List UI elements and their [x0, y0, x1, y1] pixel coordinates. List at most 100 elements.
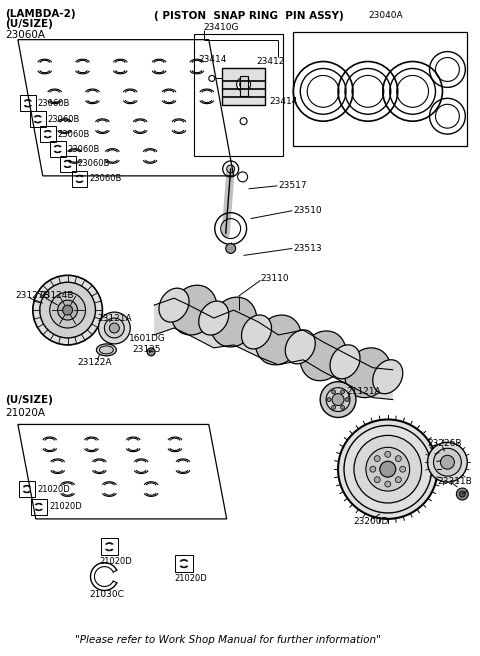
Circle shape — [50, 292, 85, 328]
Ellipse shape — [96, 344, 116, 356]
Text: 23060B: 23060B — [58, 130, 90, 138]
Bar — [50, 141, 66, 157]
Text: (U/SIZE): (U/SIZE) — [5, 395, 53, 405]
Ellipse shape — [285, 330, 315, 364]
Text: 21121A: 21121A — [346, 387, 381, 396]
Text: 23414: 23414 — [269, 97, 298, 106]
Circle shape — [33, 276, 102, 345]
Circle shape — [338, 419, 437, 519]
Text: (U/SIZE): (U/SIZE) — [5, 19, 53, 29]
Circle shape — [109, 323, 120, 333]
Text: 23060B: 23060B — [68, 144, 100, 154]
Bar — [30, 112, 46, 127]
Text: 23060B: 23060B — [78, 159, 110, 169]
Text: 23040A: 23040A — [368, 11, 403, 20]
Circle shape — [374, 456, 380, 462]
Text: 23110: 23110 — [261, 274, 289, 283]
Text: 21020D: 21020D — [38, 485, 71, 493]
Circle shape — [366, 447, 409, 491]
Text: 23124B: 23124B — [40, 291, 74, 300]
Text: 23122A: 23122A — [78, 358, 112, 367]
Text: 23311B: 23311B — [437, 477, 472, 485]
Circle shape — [428, 442, 468, 482]
Text: 23125: 23125 — [132, 345, 161, 354]
Circle shape — [240, 81, 248, 89]
Circle shape — [62, 305, 72, 315]
Circle shape — [58, 300, 78, 320]
Ellipse shape — [300, 331, 346, 380]
Text: 23200D: 23200D — [353, 518, 388, 526]
Circle shape — [345, 398, 349, 401]
Text: 23060B: 23060B — [38, 99, 70, 108]
Circle shape — [385, 481, 391, 487]
Circle shape — [332, 405, 336, 409]
Circle shape — [237, 77, 251, 91]
Ellipse shape — [241, 315, 272, 349]
Bar — [101, 538, 118, 556]
Ellipse shape — [345, 348, 391, 398]
Circle shape — [209, 75, 215, 81]
Bar — [60, 156, 75, 172]
Circle shape — [320, 382, 356, 417]
Text: 23127B: 23127B — [15, 291, 49, 300]
Polygon shape — [154, 298, 393, 400]
Circle shape — [326, 388, 350, 411]
Text: 21020A: 21020A — [5, 407, 45, 417]
Circle shape — [332, 394, 344, 405]
Text: 23121A: 23121A — [97, 314, 132, 323]
Circle shape — [456, 488, 468, 500]
Circle shape — [40, 282, 96, 338]
Circle shape — [340, 405, 345, 409]
Text: 21030C: 21030C — [89, 590, 124, 599]
Text: 21020D: 21020D — [50, 502, 83, 512]
Bar — [72, 171, 87, 187]
Ellipse shape — [99, 346, 113, 354]
Circle shape — [396, 477, 401, 483]
Circle shape — [400, 466, 406, 472]
Text: 23510: 23510 — [293, 206, 322, 215]
Circle shape — [385, 451, 391, 457]
Text: 23226B: 23226B — [428, 439, 462, 448]
Text: 21020D: 21020D — [99, 557, 132, 566]
Ellipse shape — [211, 297, 257, 347]
Circle shape — [104, 318, 124, 338]
Ellipse shape — [373, 359, 403, 394]
Ellipse shape — [330, 345, 360, 379]
Circle shape — [98, 312, 130, 344]
Text: (LAMBDA-2): (LAMBDA-2) — [5, 9, 75, 19]
Text: 23060B: 23060B — [48, 115, 80, 124]
Text: 23513: 23513 — [293, 244, 322, 253]
Bar — [222, 68, 265, 105]
Ellipse shape — [199, 301, 229, 335]
Circle shape — [396, 456, 401, 462]
Text: 21020D: 21020D — [174, 574, 207, 583]
Ellipse shape — [171, 285, 217, 335]
Circle shape — [327, 398, 331, 401]
Circle shape — [370, 466, 376, 472]
Circle shape — [459, 491, 465, 497]
Text: 23412: 23412 — [256, 57, 285, 66]
Bar — [240, 77, 248, 96]
Ellipse shape — [159, 288, 189, 322]
Bar — [20, 95, 36, 112]
Circle shape — [380, 461, 396, 477]
Text: "Please refer to Work Shop Manual for further information": "Please refer to Work Shop Manual for fu… — [74, 635, 381, 646]
Text: 1601DG: 1601DG — [129, 335, 166, 344]
Bar — [19, 481, 35, 497]
Bar — [40, 126, 56, 142]
Bar — [175, 555, 192, 573]
Bar — [31, 499, 47, 515]
Circle shape — [147, 348, 155, 356]
Circle shape — [433, 448, 461, 476]
Circle shape — [374, 477, 380, 483]
Circle shape — [354, 436, 421, 503]
Text: 23414: 23414 — [199, 55, 227, 64]
Circle shape — [240, 117, 247, 125]
Circle shape — [340, 390, 345, 394]
Text: 23410G: 23410G — [204, 23, 240, 32]
Text: 23060A: 23060A — [5, 30, 45, 40]
Ellipse shape — [255, 315, 301, 365]
Text: ( PISTON  SNAP RING  PIN ASSY): ( PISTON SNAP RING PIN ASSY) — [154, 10, 344, 21]
Circle shape — [332, 390, 336, 394]
Circle shape — [226, 243, 236, 253]
